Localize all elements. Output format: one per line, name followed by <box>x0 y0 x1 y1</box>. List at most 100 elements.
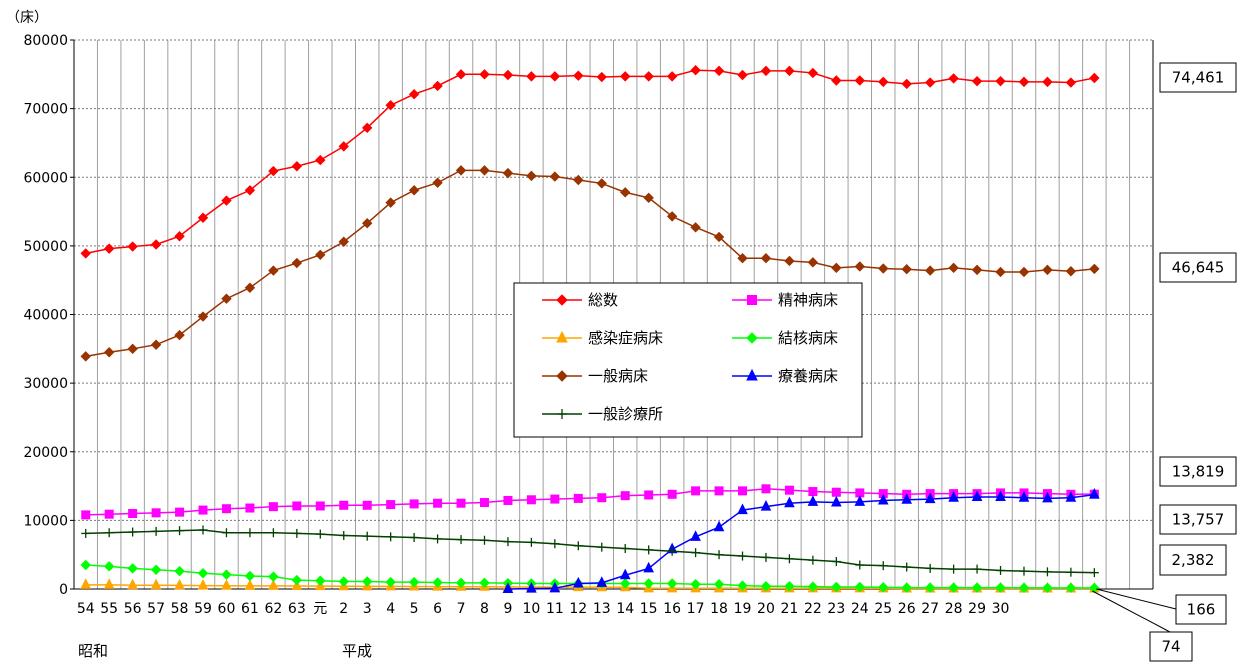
data-point <box>197 568 209 579</box>
y-tick-label: 0 <box>59 582 68 598</box>
data-point <box>385 197 396 208</box>
data-point <box>556 330 568 343</box>
data-point <box>315 575 326 586</box>
data-point <box>995 490 1006 502</box>
value-callout-box <box>1159 544 1227 576</box>
data-point <box>666 578 678 589</box>
data-point <box>854 495 866 506</box>
data-point <box>995 266 1006 278</box>
callout-leader <box>1092 590 1171 633</box>
data-point <box>150 239 162 250</box>
data-point <box>831 581 842 593</box>
data-point <box>784 554 794 564</box>
value-callout-label: 74 <box>1161 638 1180 656</box>
x-tick-label: 8 <box>480 601 489 617</box>
data-point <box>502 167 514 179</box>
data-point <box>338 236 349 247</box>
value-callout-label: 74,461 <box>1172 69 1225 87</box>
data-point <box>80 351 91 362</box>
data-point <box>878 263 889 274</box>
data-point <box>831 487 841 497</box>
data-point <box>995 582 1006 593</box>
value-callout-box <box>1159 456 1237 487</box>
x-tick-label: 4 <box>386 601 395 617</box>
data-point <box>878 582 889 593</box>
data-point <box>902 562 912 572</box>
x-tick-label: 29 <box>968 601 986 617</box>
data-point <box>690 64 701 76</box>
data-point <box>127 343 138 355</box>
x-tick-label: 27 <box>921 601 939 617</box>
data-point <box>573 576 584 588</box>
data-point <box>197 212 209 223</box>
data-point <box>268 528 278 538</box>
data-point <box>385 576 396 588</box>
data-point <box>597 493 607 503</box>
data-point <box>713 520 725 532</box>
data-point <box>479 535 489 545</box>
data-point <box>620 187 631 198</box>
value-callout-box <box>1159 252 1237 283</box>
series-一般診療所 <box>81 525 1099 578</box>
x-tick-label: 14 <box>616 601 634 617</box>
data-point <box>315 249 326 261</box>
value-callout-label: 166 <box>1187 601 1216 619</box>
x-tick-label: 25 <box>874 601 892 617</box>
data-point <box>784 485 794 495</box>
data-point <box>174 329 185 341</box>
data-point <box>854 75 866 86</box>
data-point <box>854 261 866 272</box>
data-point <box>666 71 678 82</box>
data-point <box>690 530 701 541</box>
data-point <box>667 546 677 556</box>
data-point <box>971 490 983 502</box>
data-point <box>596 178 607 189</box>
data-point <box>174 231 185 242</box>
legend-item: 精神病床 <box>732 291 838 309</box>
data-point <box>81 510 91 520</box>
legend-item: 総数 <box>542 291 618 309</box>
data-point <box>971 75 983 87</box>
data-point <box>1065 491 1077 502</box>
data-point <box>784 581 795 592</box>
data-point <box>338 576 349 587</box>
y-axis: 0 10000 20000 30000 40000 50000 60000 70000 8000… <box>6 10 75 598</box>
value-callout-box <box>1159 504 1237 535</box>
data-point <box>1042 582 1053 594</box>
data-point <box>855 560 865 570</box>
data-point <box>948 262 959 274</box>
x-tick-label: 57 <box>147 601 165 617</box>
data-point <box>433 498 443 508</box>
value-callout-label: 13,819 <box>1172 463 1225 481</box>
data-point <box>174 565 185 577</box>
legend-item: 一般病床 <box>542 367 648 385</box>
data-point <box>549 71 561 82</box>
value-callout-label: 2,382 <box>1172 551 1215 569</box>
data-point <box>150 578 162 590</box>
data-point <box>408 185 420 196</box>
data-point <box>386 500 396 510</box>
data-point <box>691 548 701 558</box>
data-point <box>1089 487 1100 499</box>
legend-label: 結核病床 <box>778 329 838 347</box>
data-point <box>949 564 959 574</box>
data-point <box>175 507 185 517</box>
data-point <box>831 495 842 507</box>
data-point <box>150 339 162 350</box>
era-label: 昭和 <box>78 642 108 660</box>
data-point <box>386 532 396 542</box>
data-point <box>549 171 561 182</box>
legend-label: 一般診療所 <box>588 405 663 423</box>
data-point <box>1065 266 1077 277</box>
data-point <box>268 571 279 582</box>
legend-item: 感染症病床 <box>542 329 663 347</box>
data-point <box>479 165 490 176</box>
y-tick-label: 30000 <box>23 376 68 392</box>
data-point <box>1065 582 1077 594</box>
data-point <box>925 563 935 573</box>
data-point <box>620 491 630 501</box>
data-point <box>807 495 819 506</box>
data-point <box>361 122 373 134</box>
data-point <box>831 262 842 274</box>
data-point <box>361 576 373 587</box>
